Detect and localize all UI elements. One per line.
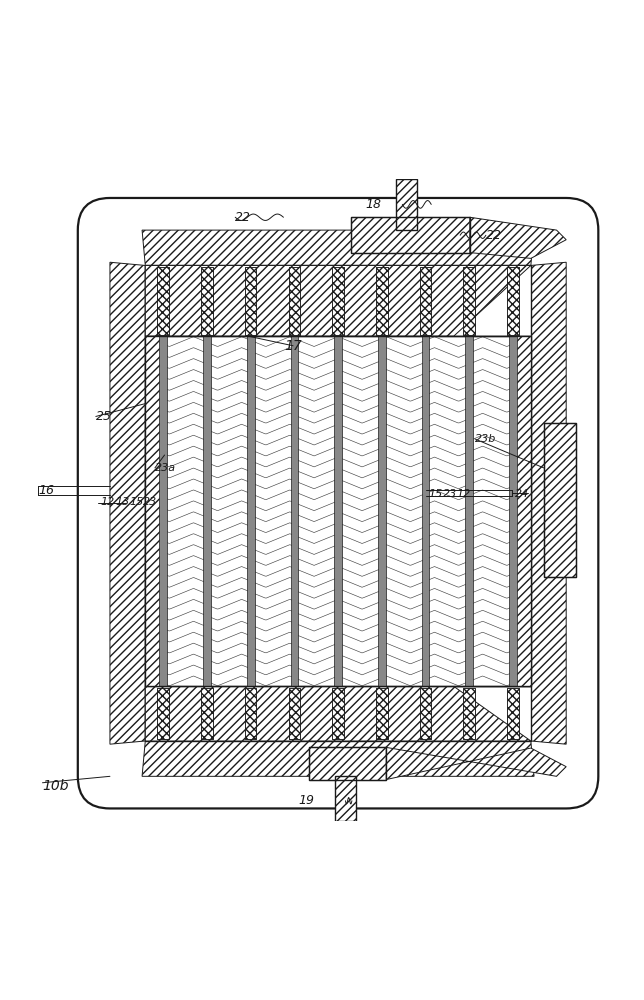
Bar xyxy=(160,336,167,686)
Text: 16: 16 xyxy=(38,484,54,497)
Bar xyxy=(245,688,256,739)
Polygon shape xyxy=(142,230,534,265)
Bar xyxy=(420,267,431,335)
Bar xyxy=(309,747,386,780)
Bar xyxy=(289,267,300,335)
Text: 15: 15 xyxy=(428,489,442,499)
Bar xyxy=(422,336,430,686)
Bar xyxy=(332,267,344,335)
Bar xyxy=(290,336,298,686)
Bar xyxy=(289,267,300,335)
Bar xyxy=(309,747,386,780)
Bar xyxy=(245,267,256,335)
Bar xyxy=(201,688,213,739)
Bar xyxy=(376,267,388,335)
Text: 18: 18 xyxy=(366,198,382,211)
Bar xyxy=(544,423,576,577)
Bar xyxy=(464,688,475,739)
Bar xyxy=(378,336,386,686)
Bar xyxy=(289,688,300,739)
Text: 23b: 23b xyxy=(475,434,497,444)
Bar xyxy=(420,267,431,335)
Text: 15: 15 xyxy=(129,497,144,507)
Bar xyxy=(544,423,576,577)
Bar xyxy=(332,267,344,335)
Bar xyxy=(146,265,531,336)
Bar xyxy=(376,267,388,335)
Bar xyxy=(464,267,475,335)
Bar xyxy=(507,267,518,335)
Bar xyxy=(396,179,417,230)
Bar xyxy=(466,336,473,686)
Polygon shape xyxy=(146,336,164,686)
Bar xyxy=(332,688,344,739)
Bar xyxy=(158,688,169,739)
Bar xyxy=(245,267,256,335)
Bar xyxy=(464,267,475,335)
Polygon shape xyxy=(531,262,566,744)
Polygon shape xyxy=(146,686,531,741)
Text: 22: 22 xyxy=(486,229,502,242)
Bar xyxy=(334,336,342,686)
Bar xyxy=(158,688,169,739)
Bar xyxy=(146,336,531,686)
Text: 12: 12 xyxy=(100,497,115,507)
Polygon shape xyxy=(146,265,531,336)
Bar xyxy=(247,336,254,686)
Bar xyxy=(332,688,344,739)
Polygon shape xyxy=(386,747,566,780)
Bar xyxy=(507,688,518,739)
Bar xyxy=(201,688,213,739)
Bar xyxy=(203,336,211,686)
Text: 19: 19 xyxy=(298,794,314,807)
Polygon shape xyxy=(470,217,566,258)
Bar xyxy=(464,688,475,739)
Bar xyxy=(146,686,531,741)
Bar xyxy=(420,688,431,739)
Bar xyxy=(507,267,518,335)
Bar xyxy=(158,267,169,335)
Bar xyxy=(245,688,256,739)
Text: 12: 12 xyxy=(457,489,471,499)
Text: 13: 13 xyxy=(115,497,129,507)
Text: 22: 22 xyxy=(235,211,251,224)
Polygon shape xyxy=(142,741,534,776)
Bar xyxy=(376,688,388,739)
Bar xyxy=(420,688,431,739)
Bar xyxy=(146,336,531,686)
Text: 25: 25 xyxy=(96,410,112,423)
Text: 23: 23 xyxy=(443,489,457,499)
Bar xyxy=(351,217,470,253)
Text: 24: 24 xyxy=(515,489,529,499)
Bar xyxy=(289,688,300,739)
Text: 10b: 10b xyxy=(43,779,69,793)
Bar xyxy=(335,776,356,821)
Bar xyxy=(509,336,516,686)
Bar xyxy=(507,688,518,739)
Polygon shape xyxy=(110,262,146,744)
Bar xyxy=(201,267,213,335)
Bar xyxy=(376,688,388,739)
Bar xyxy=(158,267,169,335)
Text: 23a: 23a xyxy=(155,463,176,473)
FancyBboxPatch shape xyxy=(78,198,598,808)
Text: 17: 17 xyxy=(284,339,302,353)
Text: 23: 23 xyxy=(144,497,158,507)
Polygon shape xyxy=(513,336,531,686)
Bar xyxy=(351,217,470,253)
Bar xyxy=(201,267,213,335)
